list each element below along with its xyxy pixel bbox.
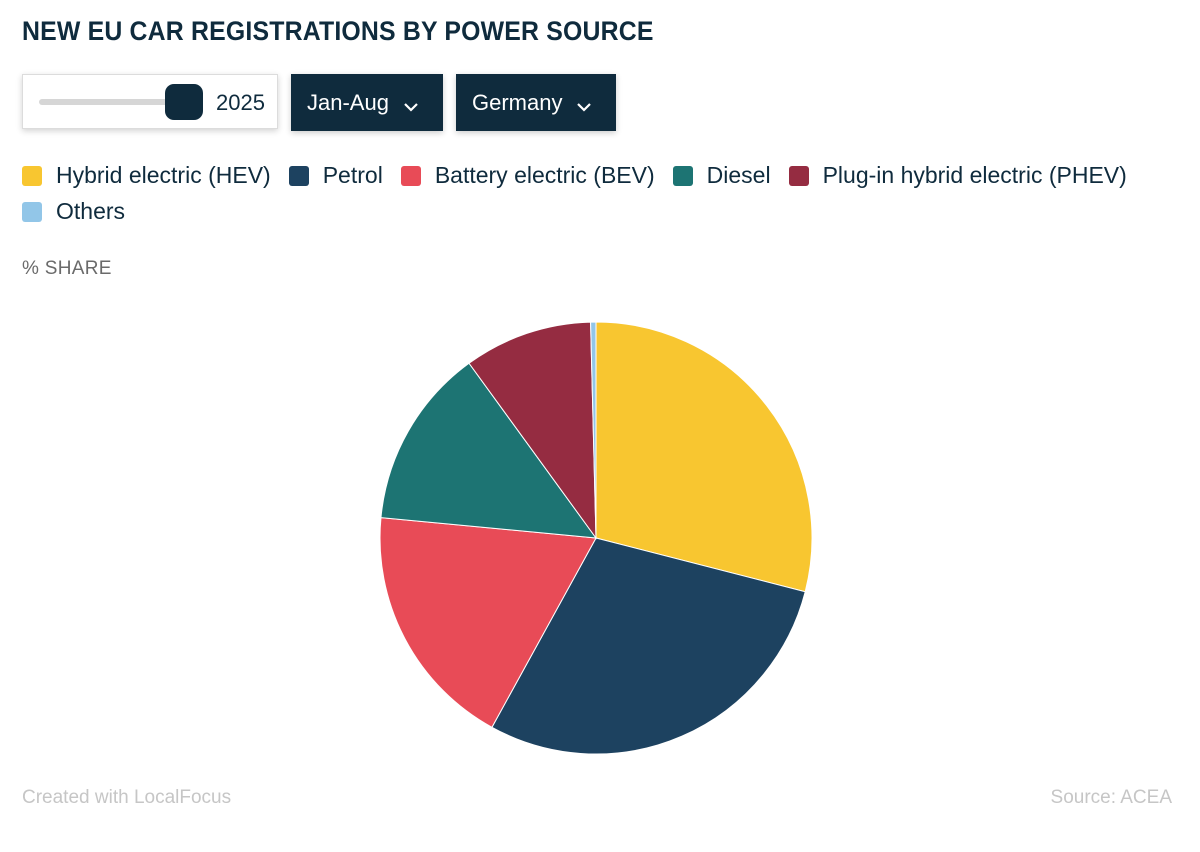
chevron-down-icon <box>576 95 592 112</box>
legend-swatch <box>288 165 309 186</box>
credit-text: Created with LocalFocus <box>22 787 232 808</box>
chart-title: NEW EU CAR REGISTRATIONS BY POWER SOURCE <box>22 16 654 46</box>
country-label: Germany <box>472 89 563 115</box>
year-value: 2025 <box>216 90 265 115</box>
legend-swatch <box>788 165 809 186</box>
legend-item[interactable]: Hybrid electric (HEV) <box>22 162 271 189</box>
legend: Hybrid electric (HEV) Petrol Battery elect… <box>22 162 1172 225</box>
legend-swatch <box>400 165 421 186</box>
pie-slice[interactable] <box>595 321 813 593</box>
legend-swatch <box>22 201 42 222</box>
legend-item[interactable]: Others <box>22 198 125 225</box>
slider-handle[interactable] <box>165 84 203 120</box>
legend-swatch <box>22 165 42 186</box>
legend-item[interactable]: Battery electric (BEV) <box>400 162 655 189</box>
legend-label: Others <box>56 198 126 224</box>
pie-slice[interactable] <box>380 362 598 539</box>
legend-item[interactable]: Plug-in hybrid electric (PHEV) <box>788 162 1127 189</box>
pie-slice[interactable] <box>468 321 597 540</box>
legend-item[interactable]: Petrol <box>288 162 383 189</box>
legend-label: Hybrid electric (HEV) <box>56 162 271 188</box>
country-dropdown[interactable]: Germany <box>456 74 616 131</box>
chevron-down-icon <box>403 95 419 112</box>
legend-swatch <box>672 165 693 186</box>
legend-item[interactable]: Diesel <box>672 162 771 189</box>
year-slider[interactable]: 2025 <box>22 74 278 129</box>
pie-slice[interactable] <box>379 517 597 728</box>
source-text: Source: ACEA <box>1050 787 1172 808</box>
legend-label: Plug-in hybrid electric (PHEV) <box>822 162 1127 188</box>
controls-bar: 2025 Jan-Aug Germany <box>22 74 616 131</box>
pie-slice[interactable] <box>491 537 806 755</box>
legend-label: Diesel <box>706 162 771 188</box>
legend-label: Battery electric (BEV) <box>434 162 655 188</box>
period-label: Jan-Aug <box>307 89 389 115</box>
period-dropdown[interactable]: Jan-Aug <box>291 74 443 131</box>
slider-track[interactable] <box>39 99 189 105</box>
legend-label: Petrol <box>322 162 383 188</box>
unit-label: % SHARE <box>22 258 112 279</box>
pie-slice[interactable] <box>590 321 597 539</box>
